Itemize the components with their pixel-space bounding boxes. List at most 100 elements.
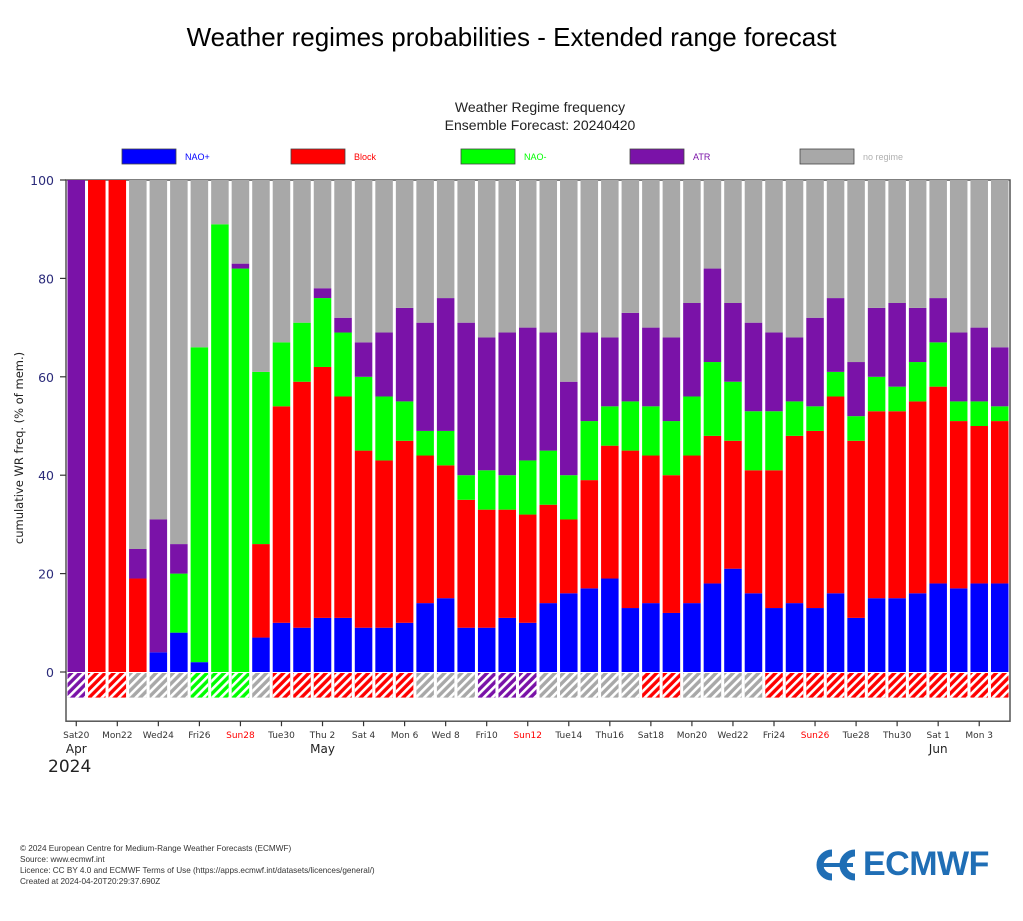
bar-segment-no-regime <box>272 180 291 343</box>
bar-segment-nao- <box>170 573 188 633</box>
bar-segment-nao- <box>888 386 906 412</box>
bar-segment-no-regime <box>190 180 209 348</box>
bar-segment-nao- <box>703 583 722 672</box>
dominant-regime-hatch <box>724 673 742 698</box>
dominant-regime-hatch <box>211 673 229 698</box>
y-axis-label: cumulative WR freq. (% of mem.) <box>12 352 26 544</box>
dominant-regime-hatch <box>88 673 106 698</box>
bar-segment-block <box>560 519 578 594</box>
bar-segment-nao- <box>395 401 414 441</box>
bar-segment-nao- <box>539 603 558 672</box>
bar-segment-nao- <box>560 593 578 672</box>
bar-segment-block <box>539 504 558 604</box>
bar-segment-atr <box>436 298 455 431</box>
bar-segment-nao- <box>375 627 393 672</box>
bar-segment-block <box>601 445 619 579</box>
bar-segment-nao- <box>436 430 455 466</box>
bar-segment-nao- <box>642 406 660 456</box>
bar-segment-nao- <box>744 593 763 672</box>
bar-segment-no-regime <box>149 180 168 520</box>
bar-segment-nao- <box>313 617 332 672</box>
bar-segment-nao- <box>293 627 311 672</box>
bar-segment-nao- <box>867 598 886 672</box>
month-label: Jun <box>928 742 948 756</box>
x-tick-label: Wed 8 <box>432 731 460 741</box>
dominant-regime-hatch <box>847 673 865 698</box>
bar-segment-nao- <box>970 401 988 426</box>
bar-segment-nao- <box>888 598 906 672</box>
bar-segment-block <box>518 514 537 623</box>
legend-swatch <box>121 148 177 165</box>
x-tick-label: Mon20 <box>677 731 708 741</box>
bar-segment-atr <box>847 362 865 417</box>
year-label: 2024 <box>48 757 91 777</box>
dominant-regime-hatch <box>970 673 988 698</box>
bar-segment-nao- <box>990 406 1009 422</box>
bar-segment-no-regime <box>539 180 558 333</box>
x-tick-label: Sat 1 <box>927 731 950 741</box>
bar-segment-no-regime <box>744 180 763 323</box>
dominant-regime-hatch <box>703 673 722 698</box>
bar-segment-nao- <box>354 376 373 451</box>
bar-segment-block <box>436 465 455 599</box>
bar-segment-no-regime <box>457 180 475 323</box>
bar-segment-nao- <box>231 268 250 672</box>
y-tick-label: 20 <box>38 567 54 582</box>
dominant-regime-hatch <box>416 673 434 698</box>
bar-segment-atr <box>949 332 968 402</box>
bar-segment-no-regime <box>908 180 927 308</box>
x-tick-label: Tue14 <box>554 731 582 741</box>
bar-segment-atr <box>826 298 845 372</box>
bar-segment-block <box>683 455 701 604</box>
dominant-regime-hatch <box>642 673 660 698</box>
bar-segment-block <box>867 411 886 599</box>
bar-segment-nao- <box>170 632 188 672</box>
bar-segment-atr <box>867 307 886 377</box>
bar-segment-atr <box>231 263 250 269</box>
bar-segment-nao- <box>949 588 968 672</box>
dominant-regime-hatch <box>272 673 291 698</box>
bar-segment-nao- <box>765 608 783 672</box>
bar-segment-nao- <box>518 622 537 672</box>
regime-frequency-chart: Weather Regime frequency Ensemble Foreca… <box>12 99 1011 777</box>
bar-segment-block <box>703 435 722 584</box>
month-label: May <box>310 742 335 756</box>
bar-segment-block <box>108 180 127 672</box>
x-tick-label: Sun26 <box>801 731 830 741</box>
x-tick-label: Fri24 <box>763 731 785 741</box>
bar-segment-nao- <box>272 342 291 407</box>
legend-swatch <box>460 148 516 165</box>
bar-segment-atr <box>334 317 352 333</box>
x-tick-label: Sat 4 <box>352 731 376 741</box>
bar-segment-atr <box>970 327 988 402</box>
dominant-regime-hatch <box>457 673 475 698</box>
bar-segment-block <box>785 435 804 604</box>
x-tick-label: Tue28 <box>842 731 870 741</box>
bar-segment-no-regime <box>334 180 352 318</box>
chart-legend: NAO+ Block NAO- ATR no regime <box>121 148 903 165</box>
bar-segment-nao- <box>518 460 537 515</box>
bar-segment-no-regime <box>990 180 1009 348</box>
bar-segment-no-regime <box>436 180 455 299</box>
bar-segment-block <box>252 544 270 638</box>
bar-segment-nao- <box>334 332 352 397</box>
bar-segment-nao- <box>477 470 496 510</box>
bar-segment-no-regime <box>313 180 332 289</box>
x-axis: Sat20 Mon22 Wed24 Fri26 Sun28 Tue30 Thu 2 Sat 4… <box>48 721 993 777</box>
bar-segment-block <box>272 406 291 623</box>
bar-segment-nao- <box>293 322 311 382</box>
chart-subtitle: Ensemble Forecast: 20240420 <box>445 117 636 133</box>
bar-segment-nao- <box>662 612 681 672</box>
y-tick-label: 100 <box>30 173 54 188</box>
bar-segment-nao- <box>560 475 578 520</box>
bar-segment-block <box>970 426 988 584</box>
bar-segment-atr <box>724 303 742 382</box>
bar-segment-no-regime <box>888 180 906 303</box>
dominant-regime-hatch <box>908 673 927 698</box>
bar-segment-block <box>498 509 516 618</box>
bar-segment-no-regime <box>293 180 311 323</box>
bar-segment-no-regime <box>703 180 722 269</box>
bar-segment-nao- <box>601 578 619 672</box>
bar-segment-atr <box>580 332 599 422</box>
bar-segment-no-regime <box>416 180 434 323</box>
